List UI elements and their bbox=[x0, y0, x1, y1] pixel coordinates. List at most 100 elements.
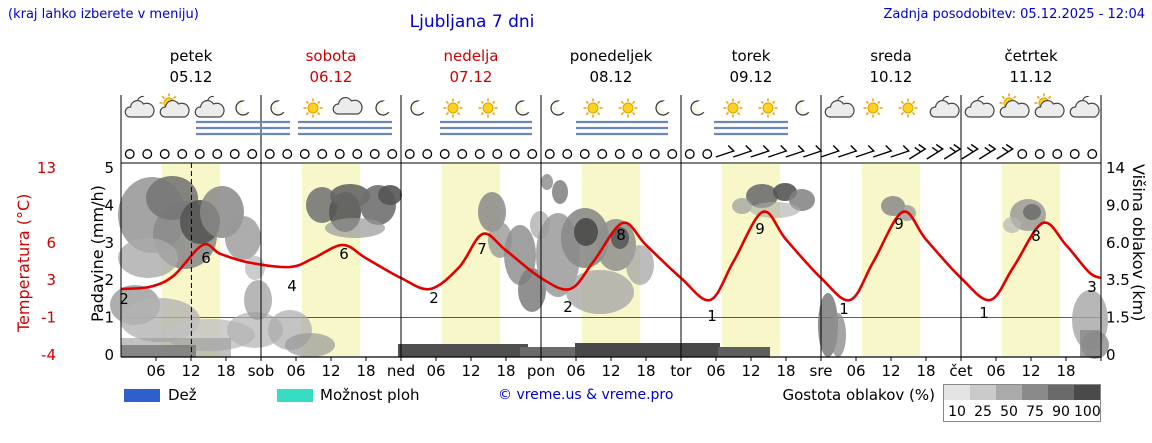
cloud-cover-circle-icon bbox=[562, 149, 573, 159]
x-axis-hour-label: 12 bbox=[461, 362, 480, 380]
cloud-blob bbox=[750, 202, 800, 218]
cloud-blob bbox=[227, 312, 283, 348]
cloud-cover-circle-icon bbox=[247, 149, 258, 159]
cloud-density-step bbox=[1074, 385, 1100, 400]
menu-hint: (kraj lahko izberete v meniju) bbox=[8, 7, 199, 22]
cloud-density-step bbox=[996, 385, 1022, 400]
sun-icon bbox=[303, 98, 323, 118]
temperature-value-label: 1 bbox=[979, 304, 989, 322]
cloud-height-tick-label: 14 bbox=[1106, 159, 1125, 177]
wind-barb-icon bbox=[908, 143, 927, 160]
cloud-cover-circle-icon bbox=[597, 149, 608, 159]
cloud-blob bbox=[518, 268, 546, 312]
temperature-value-label: 2 bbox=[563, 298, 573, 316]
temperature-value-label: 6 bbox=[339, 245, 349, 263]
cloud-cover-circle-icon bbox=[1087, 149, 1098, 159]
wind-barb-icon bbox=[715, 145, 736, 158]
sun-icon bbox=[898, 98, 918, 118]
precipitation-tick-label: 3 bbox=[104, 234, 114, 252]
temperature-value-label: 2 bbox=[119, 290, 129, 308]
day-date: 08.12 bbox=[589, 68, 633, 86]
cloud-cover-circle-icon bbox=[124, 149, 135, 159]
temperature-value-label: 9 bbox=[894, 215, 904, 233]
moon-icon bbox=[690, 100, 709, 116]
wind-barb-icon bbox=[873, 145, 893, 158]
wind-barb-icon bbox=[943, 143, 962, 160]
x-axis-day-label: pon bbox=[527, 362, 555, 380]
precipitation-tick-label: 5 bbox=[104, 159, 114, 177]
x-axis-hour-label: 06 bbox=[986, 362, 1005, 380]
cloud-cover-circle-icon bbox=[614, 149, 625, 159]
cloud-moon-icon bbox=[929, 95, 960, 118]
low-cloud-band bbox=[520, 347, 580, 357]
cloud-cover-circle-icon bbox=[667, 149, 678, 159]
temperature-value-label: 2 bbox=[429, 289, 439, 307]
cloud-density-scale: 10 25 50 75 90 100 bbox=[943, 384, 1101, 422]
precipitation-tick-label: 0 bbox=[104, 346, 114, 364]
day-header-sobota: sobota 06.12 bbox=[261, 46, 401, 88]
x-axis-hour-label: 06 bbox=[286, 362, 305, 380]
cloud-density-value: 25 bbox=[974, 404, 992, 420]
cloud-blob bbox=[541, 174, 553, 190]
cloud-cover-circle-icon bbox=[299, 149, 310, 159]
sun-cloud-icon bbox=[1034, 93, 1065, 118]
x-axis-hour-label: 12 bbox=[601, 362, 620, 380]
x-axis-day-label: sob bbox=[248, 362, 275, 380]
cloud-blob bbox=[830, 313, 846, 357]
cloud-cover-circle-icon bbox=[579, 149, 590, 159]
sun-cloud-icon bbox=[159, 93, 190, 118]
sun-icon bbox=[478, 98, 498, 118]
page-title: Ljubljana 7 dni bbox=[409, 12, 535, 32]
cloud-cover-circle-icon bbox=[1034, 149, 1045, 159]
x-axis-hour-label: 18 bbox=[1056, 362, 1075, 380]
cloud-density-value: 10 bbox=[948, 404, 966, 420]
x-axis-day-label: ned bbox=[387, 362, 415, 380]
temperature-value-label: 1 bbox=[839, 300, 849, 318]
cloud-cover-circle-icon bbox=[1017, 149, 1028, 159]
cloud-cover-circle-icon bbox=[509, 149, 520, 159]
low-cloud-band bbox=[1080, 330, 1100, 357]
wind-barb-icon bbox=[855, 145, 876, 158]
cloud-cover-circle-icon bbox=[352, 149, 363, 159]
cloud-cover-circle-icon bbox=[177, 149, 188, 159]
last-update-text: Zadnja posodobitev: 05.12.2025 - 12:04 bbox=[883, 7, 1145, 22]
day-name: nedelja bbox=[443, 47, 499, 65]
cloud-cover-circle-icon bbox=[264, 149, 275, 159]
cloud-cover-circle-icon bbox=[457, 149, 468, 159]
x-axis-hour-label: 06 bbox=[846, 362, 865, 380]
moon-icon bbox=[550, 100, 569, 116]
temperature-value-label: 6 bbox=[201, 249, 211, 267]
wind-barb-icon bbox=[803, 145, 823, 158]
showers-legend-label: Možnost ploh bbox=[320, 386, 420, 404]
daylight-band bbox=[1001, 164, 1061, 356]
cloud-moon-icon bbox=[1069, 95, 1100, 118]
low-cloud-band bbox=[718, 347, 770, 357]
cloud-cover-circle-icon bbox=[212, 149, 223, 159]
cloud-moon-icon bbox=[194, 95, 225, 118]
x-axis-hour-label: 06 bbox=[426, 362, 445, 380]
cloud-blob bbox=[732, 198, 752, 214]
low-cloud-band bbox=[398, 344, 528, 357]
sun-icon bbox=[863, 98, 883, 118]
moon-icon bbox=[270, 100, 289, 116]
x-axis-hour-label: 06 bbox=[566, 362, 585, 380]
x-axis-hour-label: 12 bbox=[181, 362, 200, 380]
copyright-link[interactable]: © vreme.us & vreme.pro bbox=[498, 387, 674, 403]
wind-barb-icon bbox=[978, 143, 997, 160]
sun-icon bbox=[443, 98, 463, 118]
cloud-cover-circle-icon bbox=[282, 149, 293, 159]
cloud-blob bbox=[566, 270, 634, 314]
temperature-value-label: 8 bbox=[1031, 227, 1041, 245]
day-header-nedelja: nedelja 07.12 bbox=[401, 46, 541, 88]
day-name: ponedeljek bbox=[569, 47, 653, 65]
cloud-density-step bbox=[970, 385, 996, 400]
sun-icon bbox=[758, 98, 778, 118]
cloud-density-value: 100 bbox=[1074, 404, 1101, 420]
moon-icon bbox=[410, 100, 429, 116]
temperature-tick-label: -4 bbox=[41, 346, 56, 364]
cloud-cover-circle-icon bbox=[422, 149, 433, 159]
cloud-density-value: 90 bbox=[1052, 404, 1070, 420]
cloud-moon-icon bbox=[824, 95, 855, 118]
